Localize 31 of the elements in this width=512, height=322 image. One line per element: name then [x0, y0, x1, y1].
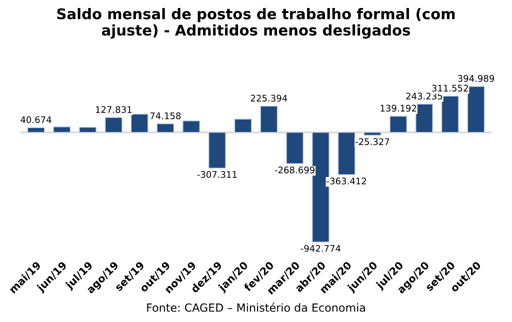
- data-label: -268.699: [274, 166, 314, 174]
- bar: [182, 120, 200, 133]
- data-label: -25.327: [355, 138, 390, 146]
- bar: [467, 86, 485, 133]
- bar: [234, 118, 252, 133]
- data-label: 394.989: [458, 75, 494, 82]
- bar: [53, 126, 71, 133]
- data-label: -307.311: [197, 171, 237, 178]
- data-label: 127.831: [96, 106, 132, 113]
- data-label: -942.774: [300, 244, 340, 252]
- bar: [208, 132, 226, 169]
- data-label: -363.412: [326, 178, 366, 184]
- bar: [415, 104, 434, 133]
- bar: [441, 96, 459, 133]
- bar: [78, 126, 97, 133]
- bar: [390, 116, 408, 133]
- bar: [104, 117, 122, 133]
- data-label: 40.674: [20, 116, 52, 124]
- data-label: 74.158: [150, 112, 181, 120]
- chart-title: Saldo mensal de postos de trabalho formal (com ajuste) - Admitidos menos desligados: [57, 8, 455, 39]
- bar: [286, 132, 304, 164]
- data-label: 225.394: [250, 94, 288, 102]
- bar: [130, 114, 148, 133]
- source-note: Fonte: CAGED – Ministério da Economia: [147, 302, 365, 312]
- bar: [338, 132, 356, 176]
- bar: [260, 106, 278, 133]
- bar: [27, 127, 45, 133]
- bar: [364, 132, 382, 136]
- data-label: 139.192: [380, 104, 416, 112]
- data-label: 311.552: [432, 84, 468, 92]
- bar: [156, 123, 174, 133]
